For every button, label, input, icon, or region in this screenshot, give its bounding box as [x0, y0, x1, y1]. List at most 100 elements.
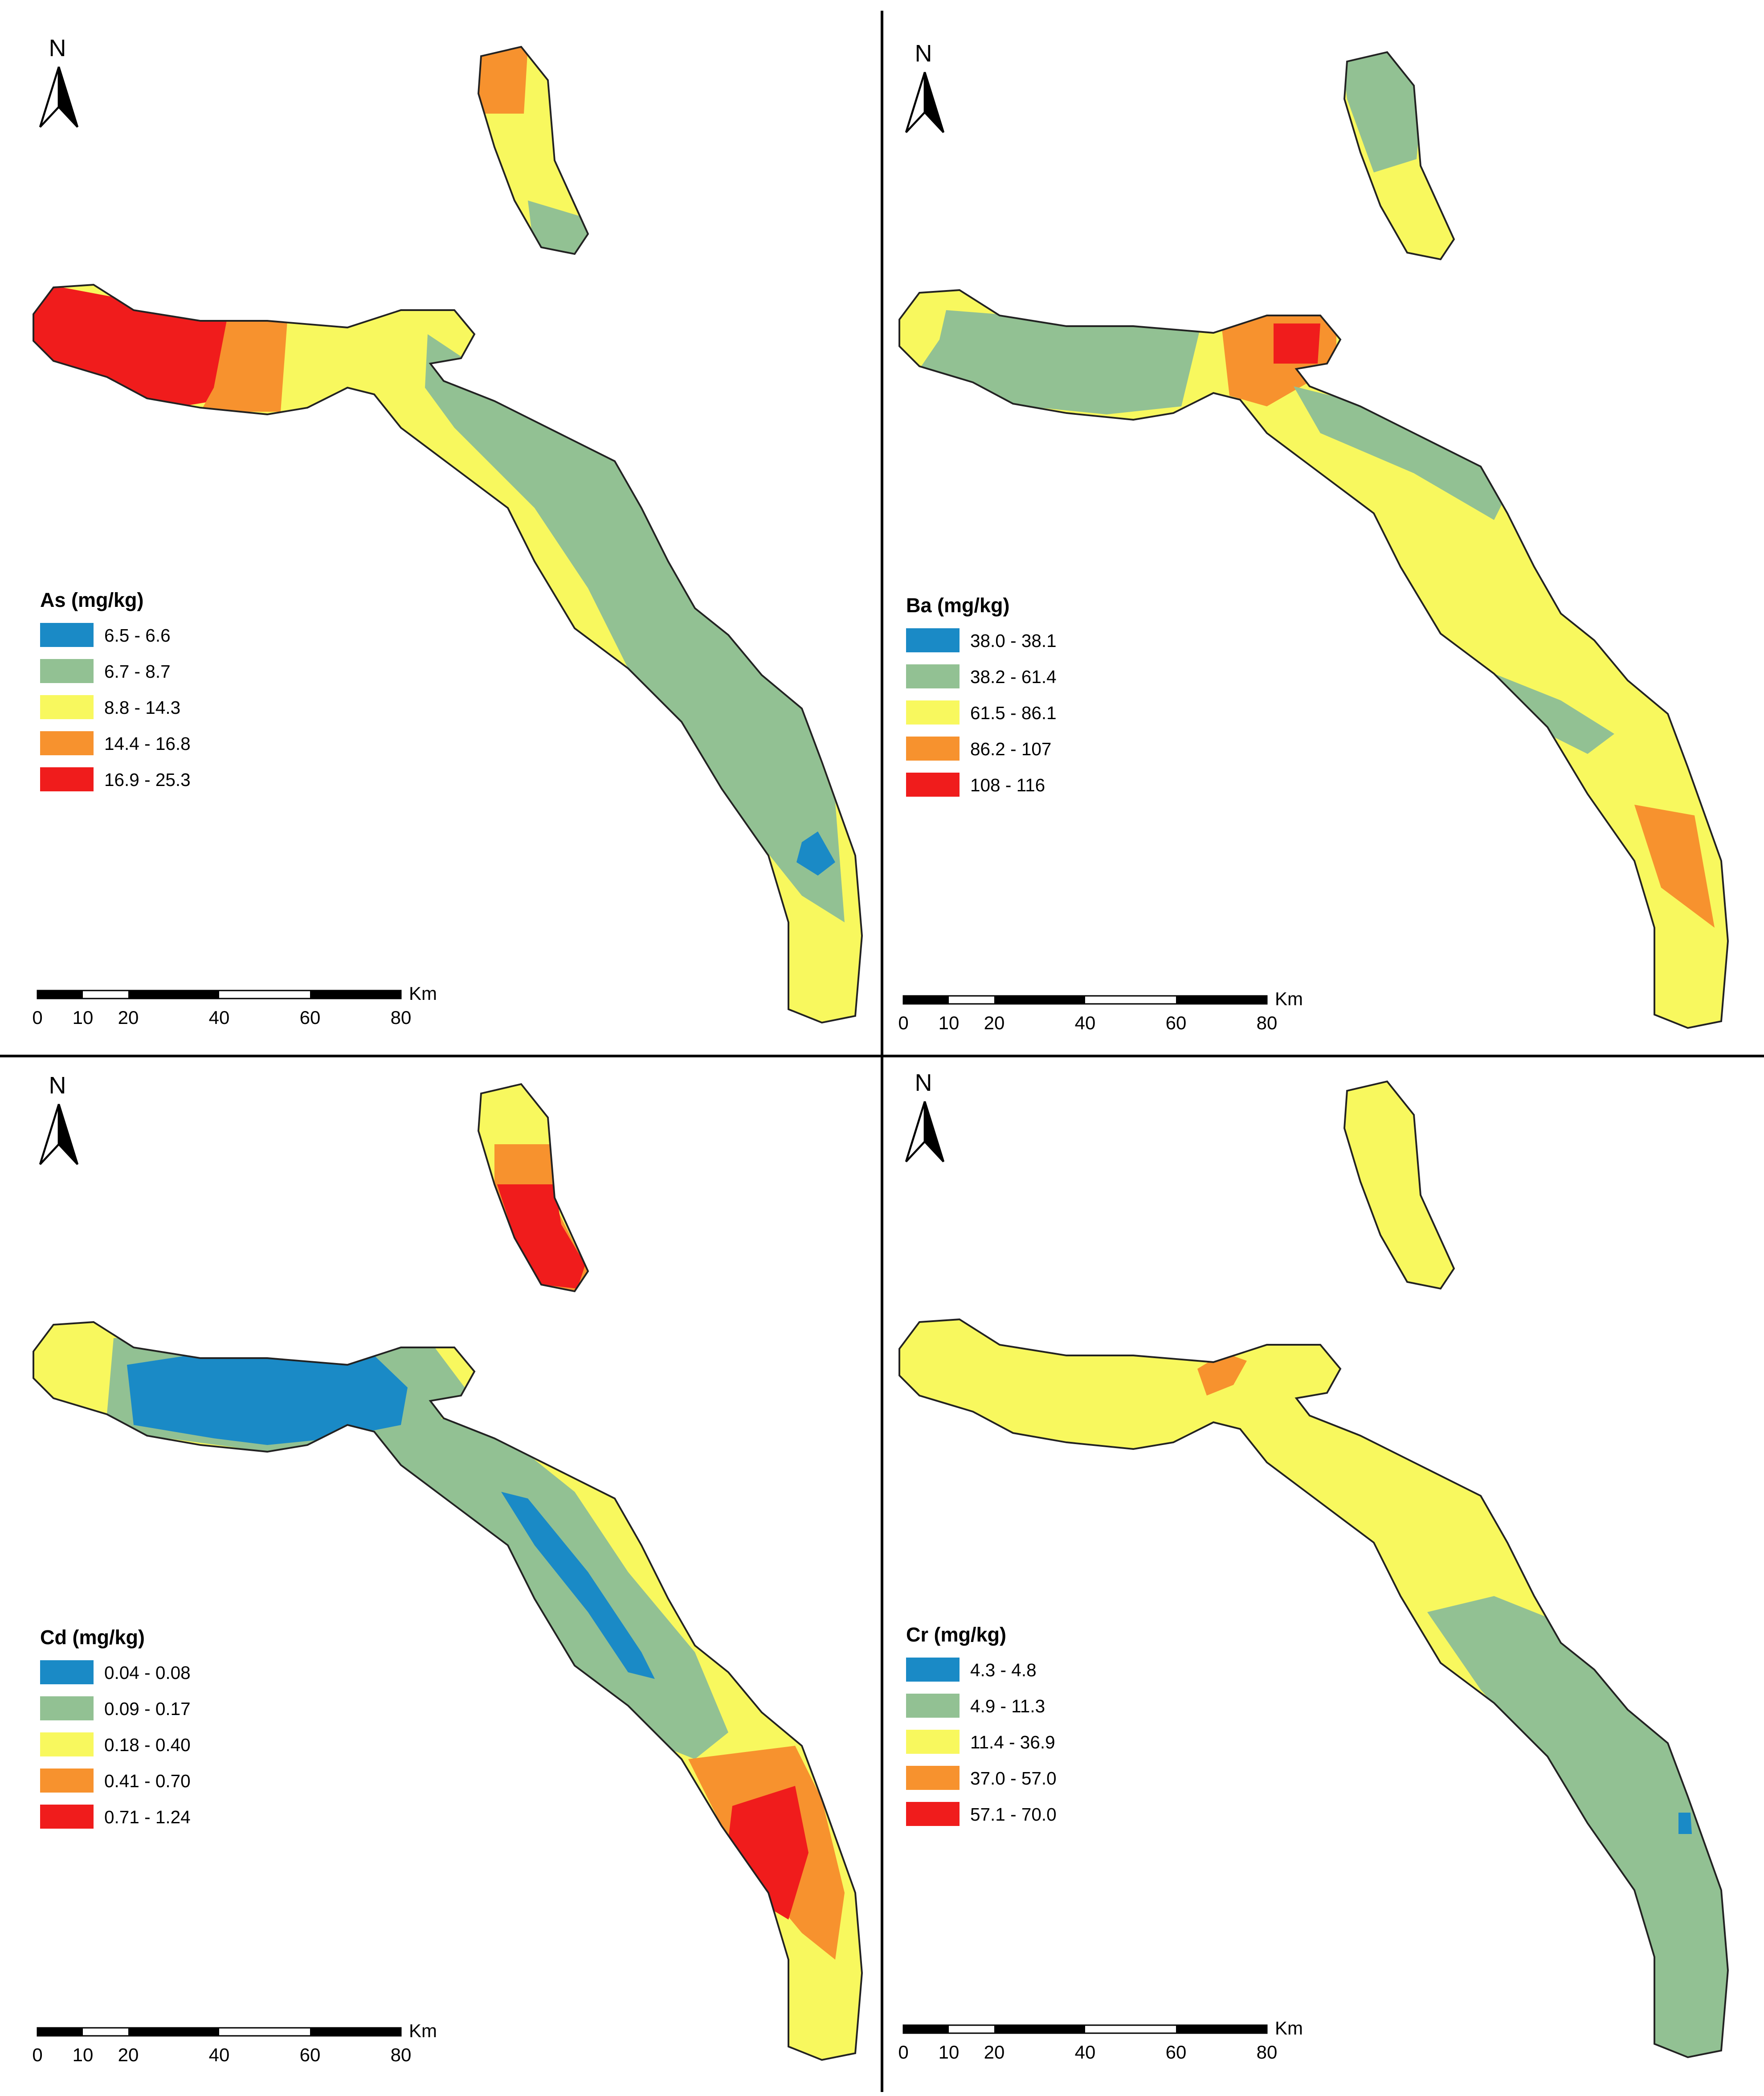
legend-label: 38.2 - 61.4 [970, 667, 1057, 687]
north-label: N [915, 40, 932, 67]
north-label: N [915, 1069, 932, 1096]
zone [501, 1492, 655, 1679]
legend-swatch [906, 1694, 960, 1718]
lake-outline [898, 51, 1729, 1029]
legend-label: 86.2 - 107 [970, 739, 1051, 759]
legend-label: 0.09 - 0.17 [104, 1699, 191, 1719]
scale-tick-label: 0 [898, 1012, 908, 1033]
legend-swatch [906, 1658, 960, 1682]
scale-tick-label: 10 [73, 1007, 94, 1028]
scale-tick-label: 40 [1075, 2042, 1096, 2063]
legend-label: 0.18 - 0.40 [104, 1735, 191, 1755]
scale-tick-label: 0 [898, 2042, 908, 2063]
legend-label: 16.9 - 25.3 [104, 770, 191, 790]
scale-tick-label: 10 [939, 2042, 960, 2063]
legend-swatch [906, 628, 960, 652]
north-label: N [49, 35, 66, 61]
scale-bar-segment [903, 2025, 949, 2033]
legend-label: 6.7 - 8.7 [104, 661, 171, 682]
legend-swatch [40, 731, 94, 755]
legend-swatch [906, 664, 960, 688]
zone [919, 310, 1200, 414]
legend-label: 11.4 - 36.9 [970, 1732, 1055, 1752]
legend-swatch [40, 1660, 94, 1684]
north-label: N [49, 1072, 66, 1099]
lake-outline [33, 45, 863, 1024]
legend-label: 4.3 - 4.8 [970, 1660, 1037, 1680]
legend-swatch [40, 767, 94, 791]
scale-tick-label: 80 [391, 2044, 412, 2065]
scale-bar-segment [903, 996, 949, 1004]
scale-tick-label: 0 [32, 2044, 42, 2065]
scale-tick-label: 60 [300, 1007, 321, 1028]
scale-tick-label: 40 [209, 2044, 230, 2065]
north-arrow [57, 66, 79, 128]
legend-label: 61.5 - 86.1 [970, 703, 1057, 723]
legend-label: 0.71 - 1.24 [104, 1807, 191, 1827]
scale-tick-label: 40 [209, 1007, 230, 1028]
legend-swatch [40, 623, 94, 647]
legend-title: Cr (mg/kg) [906, 1623, 1006, 1646]
scale-unit: Km [409, 983, 437, 1004]
scale-bar-segment [37, 2028, 83, 2036]
legend-label: 8.8 - 14.3 [104, 697, 180, 718]
scale-bar-segment [37, 991, 83, 999]
legend-swatch [906, 700, 960, 725]
scale-bar-segment [1176, 2025, 1267, 2033]
legend-label: 0.04 - 0.08 [104, 1662, 191, 1683]
legend-swatch [40, 659, 94, 683]
zone [1634, 805, 1715, 928]
legend-label: 108 - 116 [970, 775, 1045, 795]
legend-label: 4.9 - 11.3 [970, 1696, 1045, 1716]
scale-bar-segment [1176, 996, 1267, 1004]
scale-bar-segment [994, 2025, 1085, 2033]
scale-tick-label: 40 [1075, 1012, 1096, 1033]
legend-label: 6.5 - 6.6 [104, 625, 171, 646]
zone [1274, 323, 1320, 364]
scale-tick-label: 80 [391, 1007, 412, 1028]
scale-unit: Km [1275, 2018, 1303, 2039]
zone [200, 318, 287, 412]
zone [1294, 386, 1507, 520]
legend-title: As (mg/kg) [40, 589, 144, 611]
legend-swatch [40, 695, 94, 719]
legend-swatch [906, 1802, 960, 1826]
scale-tick-label: 0 [32, 1007, 42, 1028]
zone [796, 831, 835, 876]
north-arrow [923, 1101, 945, 1163]
legend-label: 38.0 - 38.1 [970, 630, 1057, 651]
legend-label: 37.0 - 57.0 [970, 1768, 1057, 1789]
scale-tick-label: 10 [73, 2044, 94, 2065]
lake-outline [33, 1083, 863, 2061]
scale-tick-label: 20 [118, 1007, 139, 1028]
legend-swatch [40, 1768, 94, 1793]
legend-title: Cd (mg/kg) [40, 1626, 145, 1649]
legend-swatch [40, 1732, 94, 1756]
zone [528, 201, 595, 261]
scale-tick-label: 80 [1257, 1012, 1278, 1033]
scale-bar-segment [310, 991, 401, 999]
zone [1678, 1813, 1692, 1834]
scale-tick-label: 20 [984, 2042, 1005, 2063]
legend-swatch [40, 1696, 94, 1720]
scale-bar-segment [128, 991, 219, 999]
north-arrow [57, 1104, 79, 1165]
zone [1197, 1353, 1247, 1396]
scale-tick-label: 60 [1166, 1012, 1187, 1033]
legend-swatch [906, 737, 960, 761]
legend-label: 57.1 - 70.0 [970, 1804, 1057, 1825]
scale-tick-label: 60 [1166, 2042, 1187, 2063]
legend-swatch [906, 1766, 960, 1790]
legend-title: Ba (mg/kg) [906, 594, 1010, 617]
legend-label: 14.4 - 16.8 [104, 733, 191, 754]
scale-unit: Km [1275, 988, 1303, 1009]
north-arrow [923, 72, 945, 133]
scale-unit: Km [409, 2020, 437, 2041]
zone [1494, 674, 1614, 754]
legend-swatch [40, 1805, 94, 1829]
legend-swatch [906, 773, 960, 797]
zone [728, 1786, 808, 1920]
scale-tick-label: 20 [118, 2044, 139, 2065]
scale-bar-segment [994, 996, 1085, 1004]
